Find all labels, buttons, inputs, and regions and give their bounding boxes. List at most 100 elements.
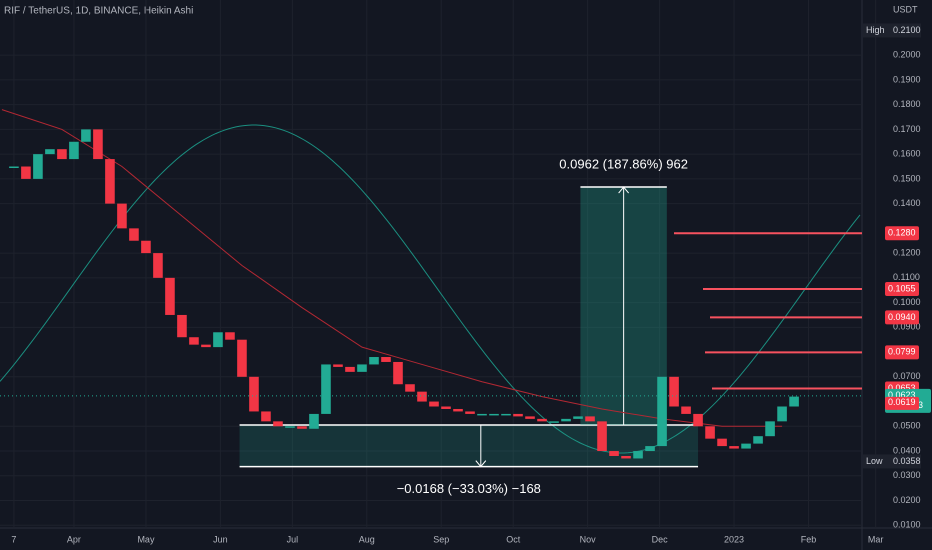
candle bbox=[741, 443, 751, 449]
low-tag bbox=[863, 454, 921, 469]
candle bbox=[585, 416, 595, 422]
candle bbox=[285, 426, 295, 428]
candle bbox=[657, 376, 667, 447]
short-label: −0.0168 (−33.03%) −168 bbox=[397, 481, 541, 496]
candle bbox=[297, 426, 307, 429]
candle bbox=[549, 421, 559, 423]
candle bbox=[489, 413, 499, 416]
candle bbox=[369, 357, 379, 365]
high-label: 0.2100 bbox=[893, 25, 921, 35]
candle bbox=[441, 406, 451, 409]
y-tick-label: 0.1500 bbox=[893, 173, 921, 183]
candle bbox=[405, 384, 415, 392]
candle bbox=[597, 421, 607, 452]
candle bbox=[525, 416, 535, 419]
candle bbox=[105, 159, 115, 204]
candle bbox=[669, 376, 679, 407]
candle bbox=[273, 421, 283, 427]
candle bbox=[225, 332, 235, 340]
level-label: 0.1280 bbox=[888, 228, 916, 238]
high-tag bbox=[863, 23, 921, 38]
candle bbox=[33, 154, 43, 179]
x-tick-label: Aug bbox=[359, 534, 375, 544]
candle bbox=[777, 406, 787, 422]
candle bbox=[237, 339, 247, 377]
y-tick-label: 0.1800 bbox=[893, 99, 921, 109]
candle bbox=[765, 421, 775, 437]
candle bbox=[189, 337, 199, 345]
candle bbox=[429, 401, 439, 407]
last-price-label: 0.0623 bbox=[888, 390, 916, 400]
level-tag bbox=[885, 226, 919, 241]
candle bbox=[729, 446, 739, 449]
y-tick-label: 0.2000 bbox=[893, 50, 921, 60]
level-label: 0.0653 bbox=[888, 383, 916, 393]
open-label: 0.0619 bbox=[888, 397, 916, 407]
candle bbox=[477, 413, 487, 416]
candle bbox=[129, 228, 139, 241]
candle bbox=[789, 396, 799, 407]
y-tick-label: 0.0500 bbox=[893, 421, 921, 431]
candle bbox=[381, 357, 391, 362]
long-arrow-head bbox=[618, 186, 630, 194]
candle bbox=[513, 413, 523, 417]
y-tick-label: 0.1400 bbox=[893, 198, 921, 208]
candle bbox=[261, 411, 271, 422]
candle bbox=[69, 141, 79, 160]
x-tick-label: 7 bbox=[11, 534, 16, 544]
x-tick-label: Apr bbox=[67, 534, 81, 544]
x-tick-label: Mar bbox=[868, 534, 884, 544]
short-arrow-head bbox=[475, 460, 487, 468]
candle bbox=[93, 129, 103, 160]
y-tick-label: 0.0300 bbox=[893, 470, 921, 480]
candle bbox=[45, 149, 55, 155]
candle bbox=[117, 203, 127, 229]
level-tag bbox=[885, 345, 919, 360]
y-tick-label: 0.1200 bbox=[893, 247, 921, 257]
candle bbox=[573, 416, 583, 419]
chart-title: RIF / TetherUS, 1D, BINANCE, Heikin Ashi bbox=[4, 6, 193, 17]
candle bbox=[717, 438, 727, 447]
y-tick-label: 0.1000 bbox=[893, 297, 921, 307]
candle bbox=[693, 413, 703, 427]
y-tick-label: 0.0200 bbox=[893, 495, 921, 505]
cycle-wave bbox=[0, 124, 861, 454]
currency: USDT bbox=[893, 4, 918, 14]
candle bbox=[9, 166, 19, 169]
candle bbox=[393, 361, 403, 385]
candle bbox=[177, 314, 187, 338]
candle bbox=[561, 418, 571, 422]
open-tag bbox=[885, 396, 919, 410]
x-tick-label: 2023 bbox=[724, 534, 744, 544]
candle bbox=[213, 332, 223, 348]
x-tick-label: Nov bbox=[580, 534, 597, 544]
candle bbox=[609, 451, 619, 456]
y-tick-label: 0.0700 bbox=[893, 371, 921, 381]
candle bbox=[165, 277, 175, 315]
low-label: 0.0358 bbox=[893, 456, 921, 466]
candle bbox=[753, 436, 763, 444]
x-tick-label: Jun bbox=[213, 534, 228, 544]
candle bbox=[57, 149, 67, 160]
candle bbox=[357, 364, 367, 372]
candle bbox=[153, 253, 163, 278]
candle bbox=[417, 391, 427, 402]
candle bbox=[249, 376, 259, 412]
y-tick-label: 0.1100 bbox=[893, 272, 920, 282]
candle bbox=[621, 455, 631, 459]
candle bbox=[345, 366, 355, 372]
candle bbox=[21, 166, 31, 179]
candle bbox=[681, 406, 691, 414]
x-tick-label: Feb bbox=[801, 534, 817, 544]
level-label: 0.0799 bbox=[888, 347, 916, 357]
y-tick-label: 0.0400 bbox=[893, 445, 921, 455]
x-tick-label: May bbox=[137, 534, 155, 544]
x-tick-label: Sep bbox=[433, 534, 449, 544]
candle bbox=[201, 344, 211, 348]
candle bbox=[453, 408, 463, 412]
candle bbox=[645, 446, 655, 452]
low-name: Low bbox=[866, 456, 883, 466]
candle bbox=[309, 413, 319, 429]
